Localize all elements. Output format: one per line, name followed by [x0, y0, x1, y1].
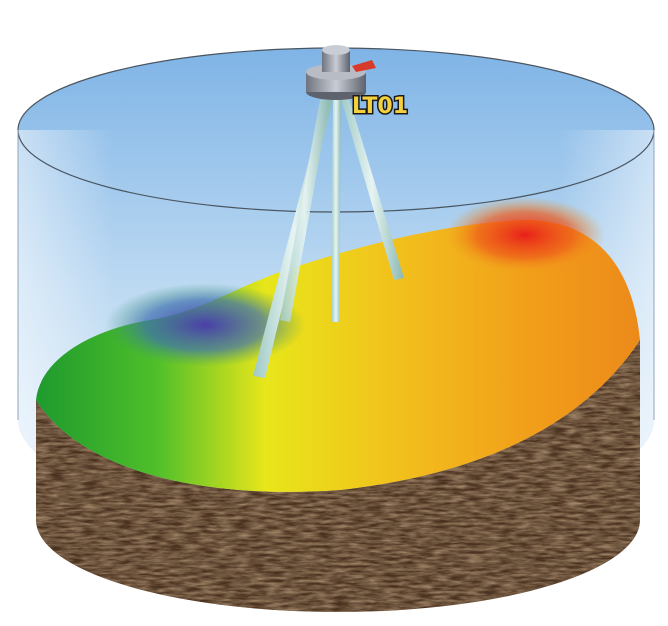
- sensor-rod: [331, 95, 341, 322]
- earth-texture: [36, 340, 640, 612]
- sensor-rod: [280, 100, 330, 322]
- level-transmitter: [306, 45, 376, 100]
- high-zone: [445, 197, 605, 273]
- low-zone: [105, 283, 305, 367]
- sensor-rod: [340, 95, 404, 280]
- product-surface: [36, 219, 640, 492]
- device-tag: LT01: [352, 94, 408, 119]
